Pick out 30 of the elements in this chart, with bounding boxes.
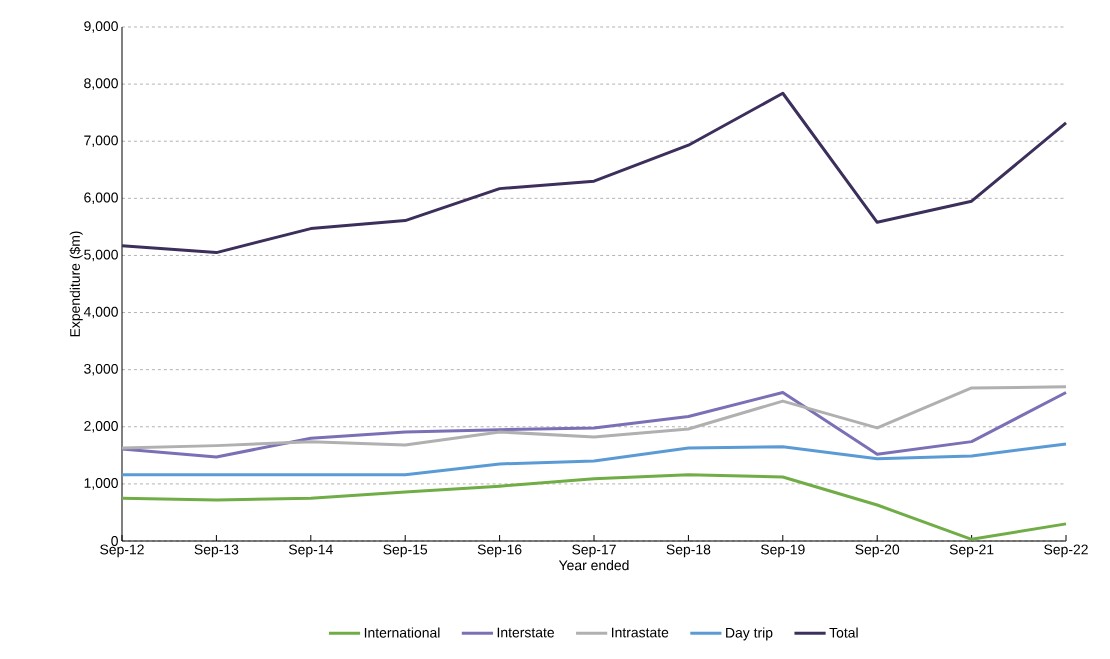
line-series bbox=[120, 391, 1068, 459]
legend-label: Interstate bbox=[497, 627, 555, 638]
y-tick-label: 2,000 bbox=[84, 421, 118, 433]
x-tick-label: Sep-22 bbox=[1044, 544, 1088, 558]
x-tick-label: Sep-14 bbox=[288, 544, 333, 558]
y-tick-label: 0 bbox=[111, 536, 118, 546]
x-tick-label: Sep-20 bbox=[855, 544, 900, 558]
x-tick-label: Sep-15 bbox=[383, 544, 428, 558]
x-tick-label: Sep-13 bbox=[194, 544, 239, 558]
x-axis-title: Year ended bbox=[558, 560, 629, 571]
x-tick-label: Sep-16 bbox=[477, 544, 522, 558]
y-tick-label: 1,000 bbox=[84, 478, 118, 490]
y-tick-label: 3,000 bbox=[84, 363, 118, 376]
y-tick-label: 7,000 bbox=[84, 135, 118, 147]
x-tick-label: Sep-21 bbox=[949, 544, 994, 558]
y-tick-label: 9,000 bbox=[84, 21, 118, 33]
legend-label: Day trip bbox=[726, 627, 773, 641]
y-tick-label: 4,000 bbox=[83, 306, 118, 319]
legend-label: International bbox=[364, 627, 440, 638]
x-tick-label: Sep-17 bbox=[572, 544, 616, 558]
x-tick-label: Sep-12 bbox=[100, 544, 144, 558]
y-axis-title: Expenditure ($m) bbox=[69, 231, 83, 337]
y-tick-label: 5,000 bbox=[84, 249, 118, 262]
legend-label: Intrastate bbox=[612, 627, 669, 638]
x-tick-label: Sep-18 bbox=[666, 544, 711, 558]
line-series bbox=[120, 91, 1068, 255]
x-tick-label: Sep-19 bbox=[760, 544, 805, 558]
y-tick-label: 8,000 bbox=[84, 78, 118, 90]
legend-label: Total bbox=[829, 627, 858, 638]
y-tick-label: 6,000 bbox=[84, 192, 118, 205]
